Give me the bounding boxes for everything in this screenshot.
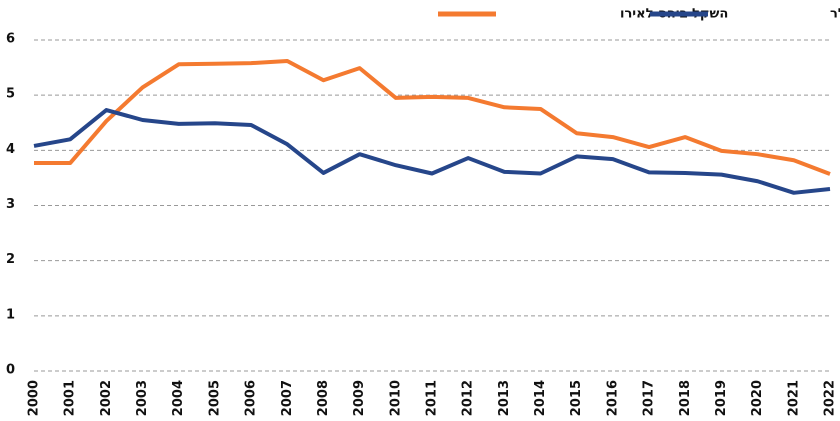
x-tick-label: 2022 bbox=[823, 380, 838, 416]
x-tick-label: 2003 bbox=[135, 380, 150, 416]
y-tick-label: 2 bbox=[6, 252, 15, 267]
x-tick-label: 2018 bbox=[678, 380, 693, 416]
x-tick-label: 2012 bbox=[461, 380, 476, 416]
x-tick-label: 2015 bbox=[569, 380, 584, 416]
x-tick-label: 2014 bbox=[533, 380, 548, 416]
x-tick-label: 2010 bbox=[388, 380, 403, 416]
y-tick-label: 5 bbox=[6, 87, 15, 102]
series-line bbox=[34, 58, 831, 176]
y-tick-label: 6 bbox=[6, 32, 15, 47]
x-tick-label: 2017 bbox=[642, 380, 657, 416]
x-tick-label: 2004 bbox=[171, 380, 186, 416]
x-tick-label: 2016 bbox=[605, 380, 620, 416]
x-tick-label: 2007 bbox=[280, 380, 295, 416]
x-tick-label: 2013 bbox=[497, 380, 512, 416]
x-tick-label: 2005 bbox=[207, 380, 222, 416]
y-tick-label: 3 bbox=[6, 197, 15, 212]
y-tick-label: 1 bbox=[6, 307, 15, 322]
x-tick-label: 2008 bbox=[316, 380, 331, 416]
y-tick-label: 0 bbox=[6, 363, 15, 378]
x-tick-label: 2001 bbox=[63, 380, 78, 416]
series-line bbox=[33, 108, 831, 195]
x-tick-label: 2011 bbox=[425, 380, 440, 416]
x-tick-label: 2000 bbox=[27, 380, 42, 416]
x-tick-label: 2002 bbox=[99, 380, 114, 416]
x-tick-label: 2019 bbox=[714, 380, 729, 416]
y-tick-label: 4 bbox=[6, 142, 15, 157]
x-tick-label: 2021 bbox=[786, 380, 801, 416]
x-tick-label: 2009 bbox=[352, 380, 367, 416]
x-tick-label: 2020 bbox=[750, 380, 765, 416]
legend-label: השקל ביחס לדולר bbox=[830, 7, 840, 22]
x-tick-label: 2006 bbox=[244, 380, 259, 416]
